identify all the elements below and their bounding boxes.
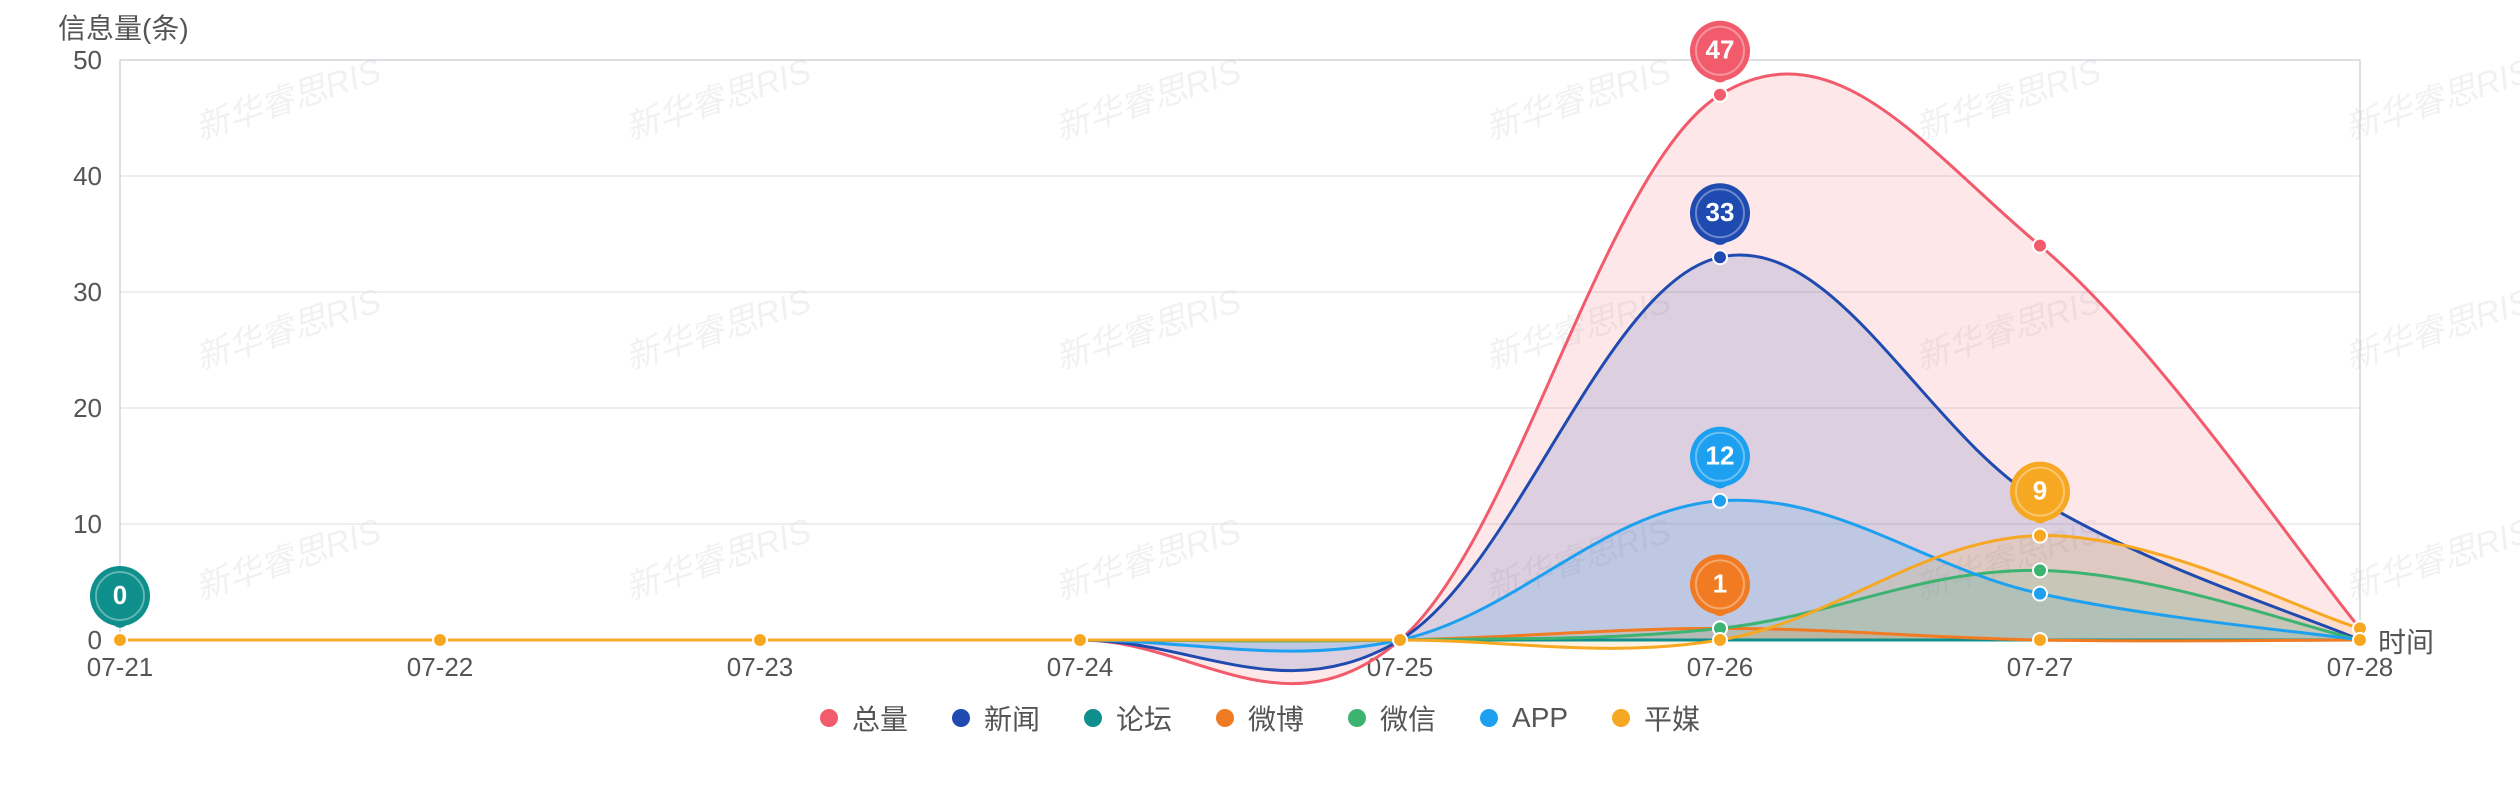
point-总量-5 (1713, 88, 1727, 102)
point-新闻-5 (1713, 250, 1727, 264)
pin-论坛: 0 (90, 566, 150, 628)
legend-dot-icon (1612, 709, 1630, 727)
svg-text:50: 50 (73, 45, 102, 75)
svg-text:07-24: 07-24 (1047, 652, 1114, 682)
pin-总量: 47 (1690, 21, 1750, 83)
svg-text:新华睿思RIS: 新华睿思RIS (621, 52, 816, 148)
zero-point-1 (433, 633, 447, 647)
svg-text:0: 0 (113, 580, 127, 610)
point-微信-6 (2033, 563, 2047, 577)
zero-point-3 (1073, 633, 1087, 647)
legend-dot-icon (1084, 709, 1102, 727)
svg-text:9: 9 (2033, 475, 2047, 505)
svg-text:1: 1 (1713, 568, 1727, 598)
legend-item-总量[interactable]: 总量 (820, 698, 908, 738)
svg-text:20: 20 (73, 393, 102, 423)
legend-item-新闻[interactable]: 新闻 (952, 698, 1040, 738)
legend-dot-icon (1480, 709, 1498, 727)
svg-text:47: 47 (1706, 35, 1735, 65)
legend-label: 微博 (1248, 698, 1304, 738)
zero-point-6 (2033, 633, 2047, 647)
svg-text:新华睿思RIS: 新华睿思RIS (1051, 52, 1246, 148)
chart-container: 新华睿思RIS 新华睿思RIS 新华睿思RIS 新华睿思RIS 新华睿思RIS 新华睿思R… (0, 0, 2520, 800)
svg-text:新华睿思RIS: 新华睿思RIS (2341, 52, 2520, 148)
legend-dot-icon (1216, 709, 1234, 727)
legend-label: 平媒 (1644, 698, 1700, 738)
legend-label: 新闻 (984, 698, 1040, 738)
legend-item-平媒[interactable]: 平媒 (1612, 698, 1700, 738)
point-APP-6 (2033, 587, 2047, 601)
legend-label: 论坛 (1116, 698, 1172, 738)
svg-text:新华睿思RIS: 新华睿思RIS (191, 52, 386, 148)
zero-point-5 (1713, 633, 1727, 647)
svg-text:07-21: 07-21 (87, 652, 154, 682)
svg-text:07-22: 07-22 (407, 652, 474, 682)
svg-text:33: 33 (1706, 197, 1735, 227)
svg-text:新华睿思RIS: 新华睿思RIS (621, 512, 816, 608)
zero-point-0 (113, 633, 127, 647)
zero-point-4 (1393, 633, 1407, 647)
svg-text:新华睿思RIS: 新华睿思RIS (2341, 512, 2520, 608)
legend-dot-icon (1348, 709, 1366, 727)
legend-label: 总量 (852, 698, 908, 738)
svg-text:时间: 时间 (2378, 627, 2434, 658)
legend-item-微博[interactable]: 微博 (1216, 698, 1304, 738)
legend: 总量 新闻 论坛 微博 微信 APP 平媒 (0, 698, 2520, 738)
svg-text:新华睿思RIS: 新华睿思RIS (191, 282, 386, 378)
svg-text:信息量(条): 信息量(条) (58, 13, 189, 44)
legend-item-APP[interactable]: APP (1480, 702, 1568, 734)
point-APP-5 (1713, 494, 1727, 508)
svg-text:新华睿思RIS: 新华睿思RIS (621, 282, 816, 378)
svg-text:0: 0 (88, 625, 102, 655)
legend-dot-icon (820, 709, 838, 727)
svg-text:新华睿思RIS: 新华睿思RIS (1911, 52, 2106, 148)
legend-label: 微信 (1380, 698, 1436, 738)
series-area-微信 (120, 570, 2360, 641)
point-平媒-6 (2033, 529, 2047, 543)
legend-dot-icon (952, 709, 970, 727)
svg-text:10: 10 (73, 509, 102, 539)
zero-point-2 (753, 633, 767, 647)
legend-item-微信[interactable]: 微信 (1348, 698, 1436, 738)
svg-text:新华睿思RIS: 新华睿思RIS (191, 512, 386, 608)
svg-text:07-23: 07-23 (727, 652, 794, 682)
zero-point-7 (2353, 633, 2367, 647)
svg-text:40: 40 (73, 161, 102, 191)
svg-text:新华睿思RIS: 新华睿思RIS (1051, 512, 1246, 608)
svg-text:新华睿思RIS: 新华睿思RIS (1481, 52, 1676, 148)
svg-text:07-26: 07-26 (1687, 652, 1754, 682)
svg-text:新华睿思RIS: 新华睿思RIS (1051, 282, 1246, 378)
legend-item-论坛[interactable]: 论坛 (1084, 698, 1172, 738)
svg-text:新华睿思RIS: 新华睿思RIS (2341, 282, 2520, 378)
legend-label: APP (1512, 702, 1568, 734)
svg-text:07-27: 07-27 (2007, 652, 2074, 682)
point-总量-6 (2033, 239, 2047, 253)
line-chart: 新华睿思RIS 新华睿思RIS 新华睿思RIS 新华睿思RIS 新华睿思RIS 新华睿思R… (0, 0, 2520, 690)
svg-text:12: 12 (1706, 441, 1735, 471)
svg-text:30: 30 (73, 277, 102, 307)
